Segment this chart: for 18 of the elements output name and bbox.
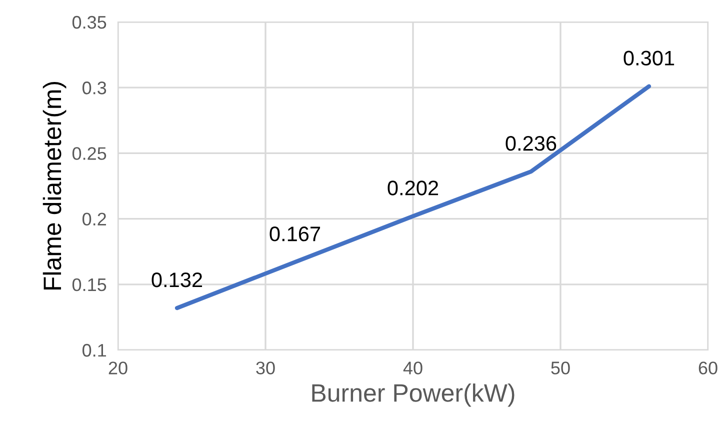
x-tick-label: 60 [698, 362, 718, 374]
data-label: 0.236 [506, 136, 556, 151]
y-axis-title: Flame diameter(m) [42, 82, 66, 290]
x-tick-label: 50 [551, 362, 570, 374]
data-label: 0.167 [270, 226, 320, 242]
data-label: 0.132 [152, 272, 202, 288]
x-axis-title: Burner Power(kW) [312, 384, 514, 407]
x-tick-label: 20 [108, 362, 128, 374]
x-tick-label: 30 [256, 362, 275, 374]
y-tick-label: 0.2 [82, 212, 106, 226]
data-label: 0.202 [388, 180, 438, 196]
x-tick-label: 40 [403, 362, 422, 374]
y-tick-label: 0.3 [82, 82, 106, 94]
y-tick-label: 0.15 [72, 278, 106, 292]
data-label: 0.301 [624, 50, 674, 66]
y-tick-label: 0.1 [82, 344, 106, 357]
y-tick-label: 0.35 [72, 16, 106, 29]
y-tick-label: 0.25 [72, 147, 106, 160]
